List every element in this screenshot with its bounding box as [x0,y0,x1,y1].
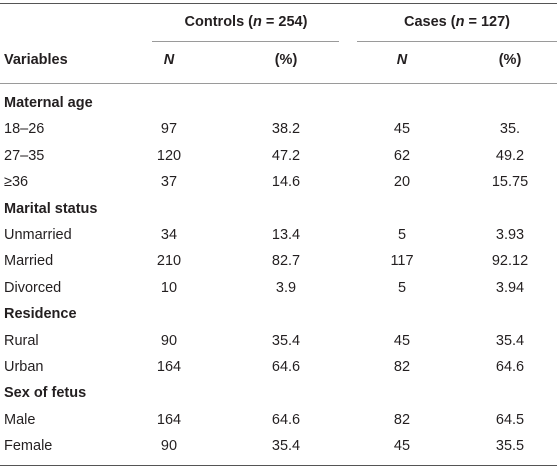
table-cell-c-pct: 3.9 [275,280,297,296]
row-label: Unmarried [4,227,72,243]
header-cases-pct: (%) [498,52,522,68]
table-cell-c-pct: 64.6 [271,359,301,375]
table-cell-k-n: 5 [397,227,407,243]
header-rule [0,83,557,84]
table-cell-k-pct: 64.6 [495,359,525,375]
header-variables: Variables [4,52,68,68]
table-cell-c-pct: 64.6 [271,412,301,428]
row-label: Married [4,253,54,269]
row-label: Rural [4,333,39,349]
table-cell-c-pct: 35.4 [271,438,301,454]
table-cell-k-pct: 3.93 [495,227,525,243]
table-cell-c-pct: 38.2 [271,121,301,137]
table-cell-c-n: 164 [156,359,182,375]
row-label: ≥36 [4,174,29,190]
table-cell-k-pct: 35.4 [495,333,525,349]
table-cell-c-n: 34 [160,227,178,243]
header-cases-n: N [396,52,408,68]
table-cell-c-n: 10 [160,280,178,296]
table-cell-k-n: 20 [393,174,411,190]
row-label: 27–35 [4,148,45,164]
table-cell-c-n: 120 [156,148,182,164]
cases-group-underline [357,41,557,42]
group-header-cases: Cases (n = 127) [403,14,511,30]
row-label: Urban [4,359,44,375]
table-cell-c-pct: 47.2 [271,148,301,164]
table-cell-k-n: 82 [393,359,411,375]
row-label: Female [4,438,53,454]
table-cell-k-pct: 35.5 [495,438,525,454]
table-cell-k-n: 82 [393,412,411,428]
table-cell-c-pct: 14.6 [271,174,301,190]
table-cell-k-n: 45 [393,438,411,454]
table-cell-c-pct: 35.4 [271,333,301,349]
group-header-controls: Controls (n = 254) [184,14,308,30]
table-cell-k-n: 45 [393,121,411,137]
table-cell-k-n: 117 [390,253,414,269]
row-label: Male [4,412,36,428]
section-title: Residence [4,306,77,322]
header-controls-n: N [163,52,175,68]
bottom-rule [0,465,557,467]
table-cell-c-n: 90 [160,438,178,454]
section-title: Sex of fetus [4,385,87,401]
table-cell-k-pct: 15.75 [491,174,529,190]
table-cell-k-n: 62 [393,148,411,164]
table-cell-k-pct: 35. [499,121,521,137]
section-title: Marital status [4,201,98,217]
table-cell-c-pct: 82.7 [271,253,301,269]
table-cell-c-pct: 13.4 [271,227,301,243]
table-cell-c-n: 210 [156,253,182,269]
top-rule [0,3,557,5]
table-cell-c-n: 97 [160,121,178,137]
table-cell-k-pct: 92.12 [491,253,529,269]
row-label: Divorced [4,280,62,296]
table-cell-k-pct: 3.94 [495,280,525,296]
table-cell-c-n: 37 [160,174,178,190]
table-cell-k-pct: 49.2 [495,148,525,164]
header-controls-pct: (%) [274,52,298,68]
table-cell-k-pct: 64.5 [495,412,525,428]
section-title: Maternal age [4,95,93,111]
table-cell-c-n: 90 [160,333,178,349]
controls-group-underline [152,41,339,42]
row-label: 18–26 [4,121,45,137]
table-cell-c-n: 164 [156,412,182,428]
table-cell-k-n: 45 [393,333,411,349]
table-cell-k-n: 5 [397,280,407,296]
